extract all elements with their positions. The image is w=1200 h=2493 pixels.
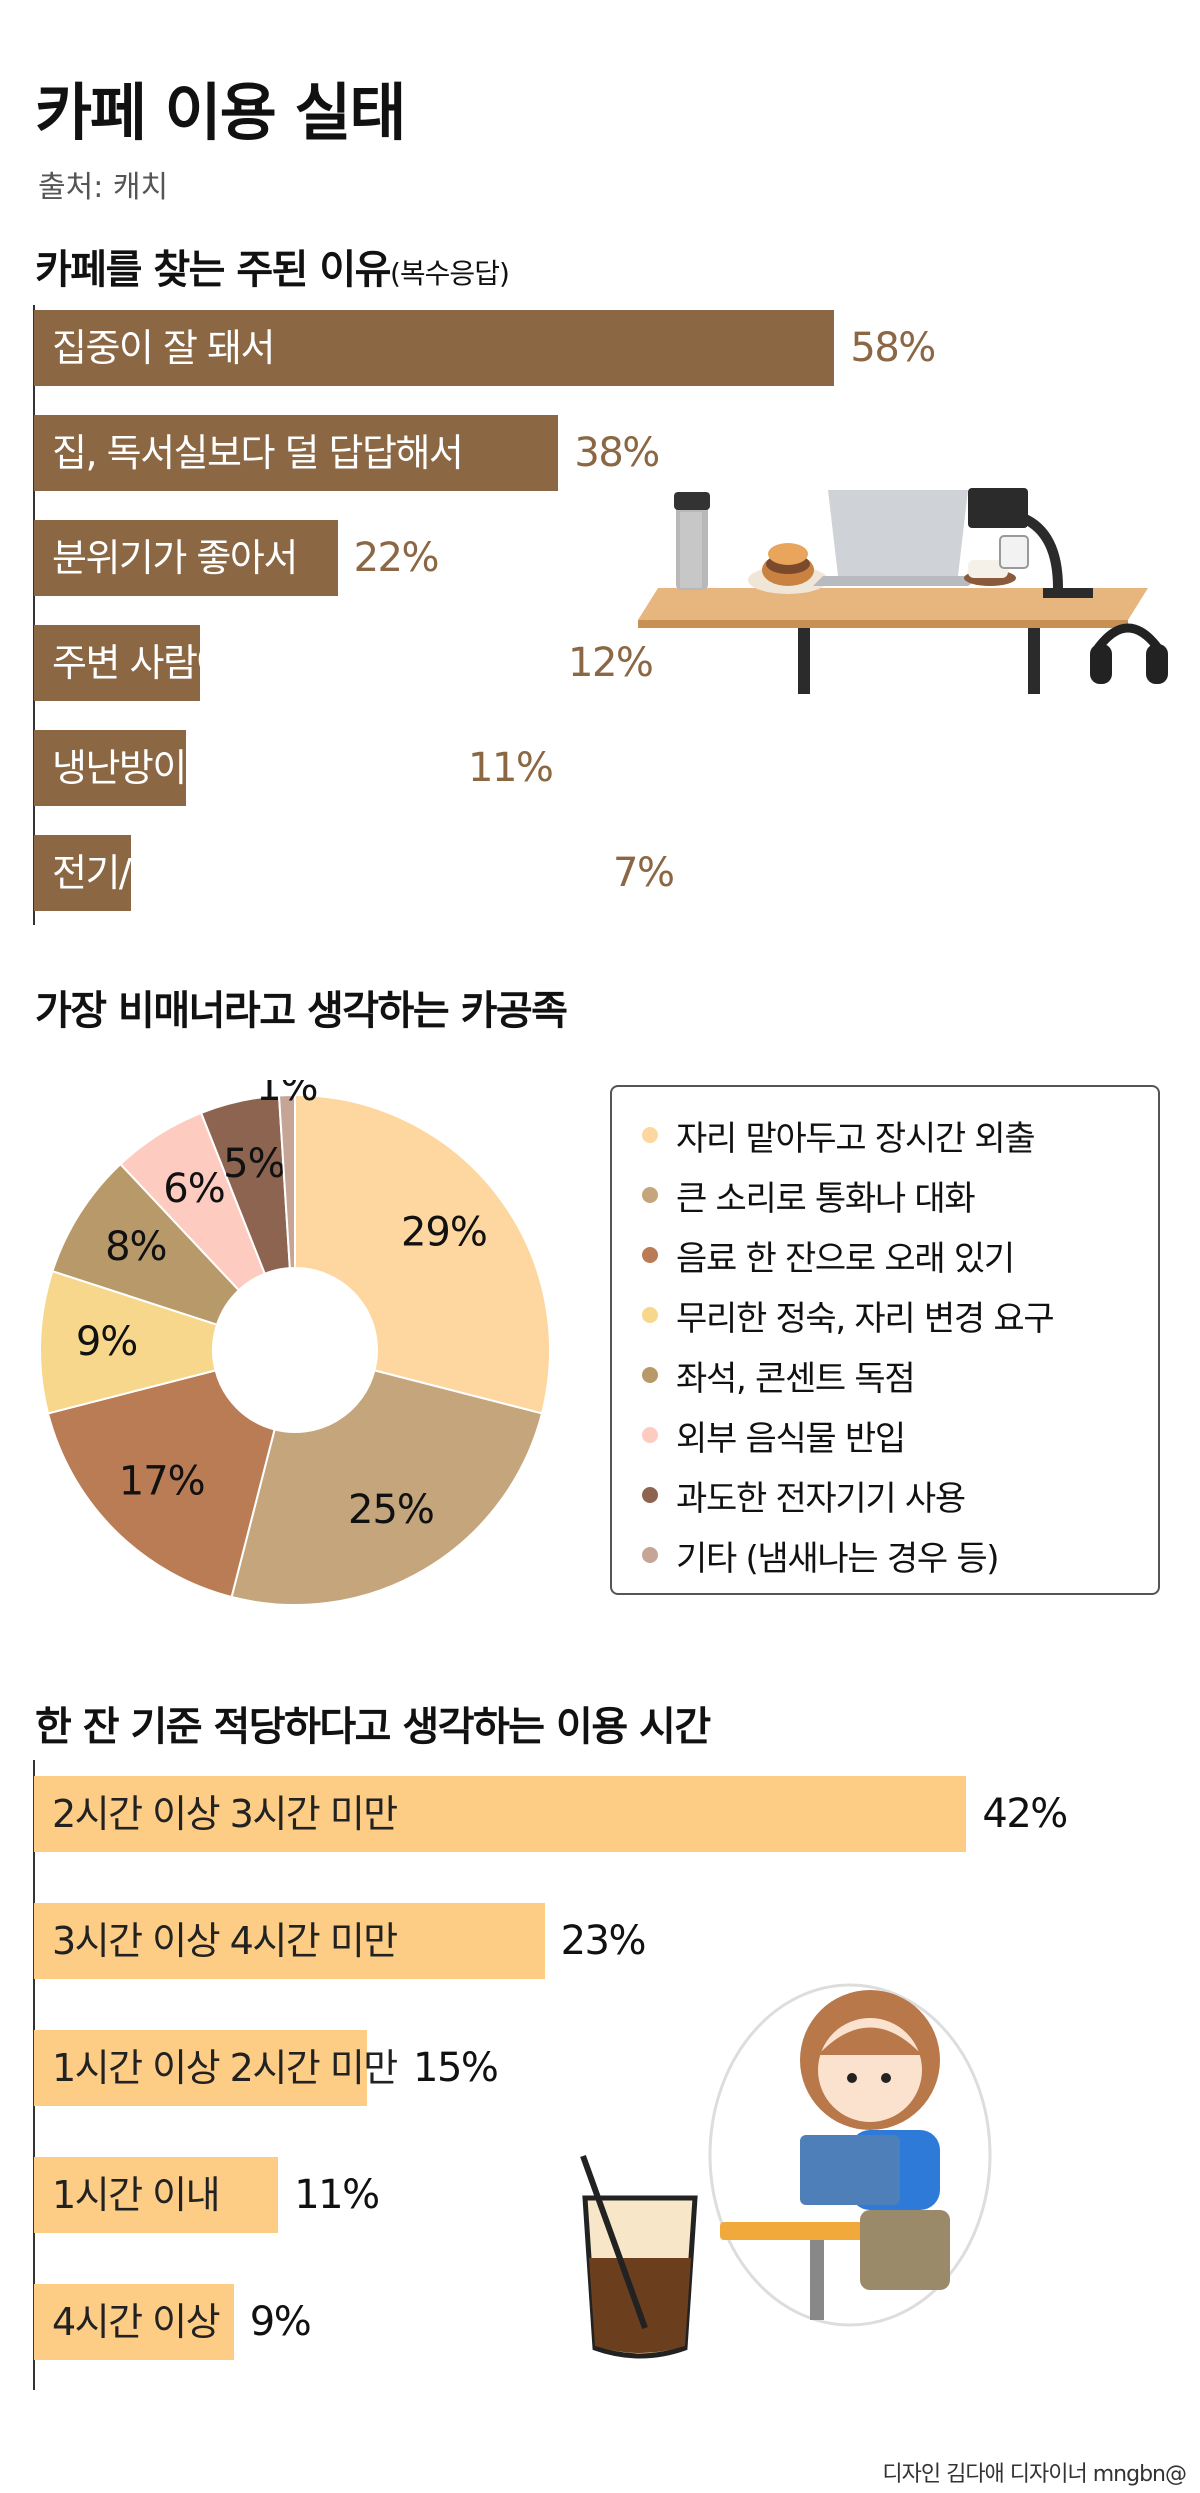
section3-bar (34, 1776, 967, 1852)
section1-bar (34, 625, 200, 701)
donut-value-label: 17% (119, 1458, 205, 1504)
section1-bar-label: 전기/와이파이 등 편의시설이 좋아서 (52, 851, 598, 895)
person-icon (708, 1983, 992, 2327)
legend-label: 큰 소리로 통화나 대화 (676, 1178, 976, 1219)
section3-value-label: 15% (413, 2045, 499, 2091)
donut-value-label: 29% (401, 1209, 487, 1255)
legend-item: 음료 한 잔으로 오래 있기 (642, 1225, 1015, 1285)
mug-icon (964, 535, 1029, 586)
section1-value-label: 22% (353, 535, 440, 581)
legend-item: 좌석, 콘센트 독점 (642, 1345, 916, 1405)
person-illustration (708, 1983, 992, 2327)
section1-bar-label: 냉난방이 잘 되어 쾌적해서 (52, 746, 453, 790)
donut-chart: 29% 25% 17% 9% 8% 6%5% 1% (40, 1080, 551, 1606)
donut-value-label: 5% (223, 1141, 284, 1187)
section3-value-label: 42% (982, 1791, 1068, 1837)
legend-swatch (642, 1367, 658, 1383)
legend-swatch (642, 1127, 658, 1143)
legend-swatch (642, 1547, 658, 1563)
section1-bar-label: 집중이 잘 돼서 (52, 326, 275, 370)
donut-value-label: 6% (163, 1166, 224, 1212)
section2-title: 가장 비매너라고 생각하는 카공족 (35, 988, 568, 1034)
iced-coffee-illustration (580, 2154, 698, 2359)
donut-icon (748, 543, 828, 594)
legend-item: 큰 소리로 통화나 대화 (642, 1165, 976, 1225)
section1-value-label: 58% (850, 325, 936, 371)
donut-value-label: 8% (105, 1224, 166, 1270)
section1-value-label: 7% (613, 850, 675, 896)
section1-bar-label: 집, 독서실보다 덜 답답해서 (52, 431, 464, 475)
section1-bar-label: 주변 사람에게 동기부여를 받아서 (52, 641, 554, 685)
footer-credit: 디자인 김다애 디자이너 mngbn@ (882, 2462, 1187, 2487)
section1-bar (34, 310, 835, 386)
legend-swatch (642, 1487, 658, 1503)
section1-title-main: 카페를 찾는 주된 이유 (35, 247, 391, 293)
section3-value-label: 9% (249, 2299, 312, 2345)
legend-label: 좌석, 콘센트 독점 (676, 1358, 916, 1399)
source-text: 출처: 캐치 (38, 170, 169, 205)
lamp-icon (968, 488, 1093, 598)
legend-label: 무리한 정숙, 자리 변경 요구 (676, 1298, 1055, 1339)
section3-bar-label: 1시간 이상 2시간 미만 (52, 2046, 398, 2090)
section3-bar-label: 4시간 이상 (52, 2300, 221, 2344)
legend-swatch (642, 1247, 658, 1263)
section1-value-label: 38% (574, 430, 660, 476)
section3-title: 한 잔 기준 적당하다고 생각하는 이용 시간 (35, 1704, 711, 1750)
headphones-icon (1090, 623, 1168, 684)
donut-slice (277, 1093, 296, 1270)
legend-swatch (642, 1307, 658, 1323)
section3-bar-label: 3시간 이상 4시간 미만 (52, 1919, 398, 1963)
legend-label: 과도한 전자기기 사용 (676, 1478, 966, 1519)
desk-illustration (638, 488, 1168, 694)
legend-label: 음료 한 잔으로 오래 있기 (676, 1238, 1015, 1279)
legend-swatch (642, 1427, 658, 1443)
desk-icon (638, 588, 1148, 694)
section1-title: 카페를 찾는 주된 이유(복수응답) (35, 237, 510, 295)
legend-item: 자리 맡아두고 장시간 외출 (642, 1105, 1036, 1165)
donut-slice (46, 1369, 276, 1599)
section3-bar-label: 1시간 이내 (52, 2173, 221, 2217)
section1-value-label: 12% (568, 640, 654, 686)
section1-bar (34, 520, 338, 596)
legend-item: 과도한 전자기기 사용 (642, 1465, 966, 1525)
donut-value-label: 9% (76, 1319, 137, 1365)
section3-value-label: 11% (294, 2172, 380, 2218)
legend-item: 외부 음식물 반입 (642, 1405, 906, 1465)
legend-label: 기타 (냄새나는 경우 등) (676, 1538, 1000, 1579)
section1-bar (34, 730, 186, 806)
iced-coffee-icon (580, 2154, 698, 2359)
legend-label: 외부 음식물 반입 (676, 1418, 906, 1459)
section3-bar-label: 2시간 이상 3시간 미만 (52, 1792, 398, 1836)
page-title: 카페 이용 실태 (35, 76, 406, 149)
donut-slice (294, 1093, 551, 1415)
section3-bar (34, 1903, 545, 1979)
section3-bar (34, 2284, 234, 2360)
donut-slice (230, 1369, 544, 1606)
legend-label: 자리 맡아두고 장시간 외출 (676, 1118, 1036, 1159)
tumbler-icon (674, 492, 710, 590)
section1-value-label: 11% (468, 745, 554, 791)
donut-value-label: 1% (256, 1080, 317, 1110)
section3-value-label: 23% (560, 1918, 647, 1964)
donut-value-label: 25% (348, 1487, 434, 1533)
legend-item: 기타 (냄새나는 경우 등) (642, 1525, 1000, 1585)
legend-item: 무리한 정숙, 자리 변경 요구 (642, 1285, 1055, 1345)
section1-bar-label: 분위기가 좋아서 (52, 536, 298, 580)
legend-swatch (642, 1187, 658, 1203)
section1-title-note: (복수응답) (389, 257, 510, 290)
section1-bar (34, 415, 559, 491)
section1-bar (34, 835, 131, 911)
section1-axis (33, 305, 35, 925)
laptop-icon (813, 490, 983, 586)
section3-bar (34, 2030, 367, 2106)
section3-bar (34, 2157, 279, 2233)
